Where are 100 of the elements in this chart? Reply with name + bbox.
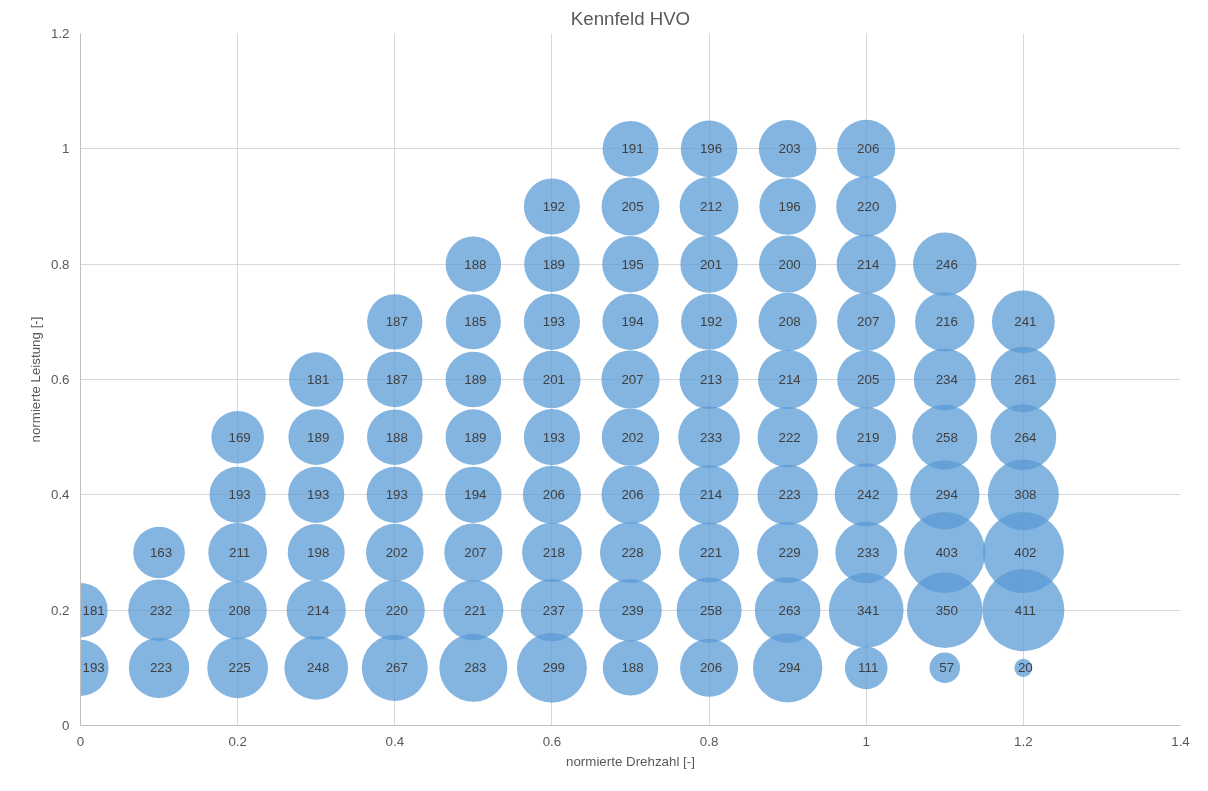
data-label: 207 — [464, 545, 487, 560]
data-label: 283 — [464, 660, 487, 676]
x-axis-title: normierte Drehzahl [-] — [566, 753, 695, 769]
data-label: 229 — [778, 545, 801, 560]
data-label: 169 — [228, 429, 251, 445]
data-label: 206 — [621, 487, 644, 503]
data-label: 212 — [699, 199, 723, 214]
data-label: 219 — [857, 429, 880, 445]
y-tick-label: 1 — [62, 141, 70, 157]
data-label: 228 — [621, 545, 644, 560]
x-tick-label: 1 — [862, 733, 870, 749]
data-label: 225 — [228, 660, 251, 676]
data-label: 294 — [778, 660, 802, 676]
data-label: 220 — [385, 602, 408, 618]
data-label: 350 — [935, 602, 958, 618]
data-label: 195 — [621, 256, 644, 272]
y-tick-label: 0.2 — [50, 602, 70, 618]
data-label: 203 — [778, 141, 801, 157]
chart-title: Kennfeld HVO — [570, 7, 691, 29]
data-label: 200 — [778, 256, 801, 272]
data-label: 202 — [621, 429, 644, 445]
data-label: 185 — [464, 314, 487, 330]
data-label: 196 — [778, 199, 801, 214]
data-label: 223 — [149, 660, 173, 676]
x-tick-label: 1.2 — [1014, 733, 1033, 749]
data-label: 216 — [935, 314, 958, 330]
data-label: 189 — [307, 429, 330, 445]
data-label: 233 — [699, 429, 723, 445]
data-label: 211 — [229, 545, 251, 560]
data-label: 194 — [621, 314, 645, 330]
data-label: 261 — [1014, 372, 1037, 387]
x-tick-label: 1.4 — [1171, 733, 1191, 749]
data-label: 214 — [699, 487, 723, 503]
data-label: 248 — [307, 660, 330, 676]
data-label: 214 — [778, 372, 802, 387]
data-label: 220 — [857, 199, 880, 214]
data-label: 294 — [935, 487, 959, 503]
data-label: 201 — [542, 372, 566, 387]
data-label: 218 — [542, 545, 566, 560]
data-label: 233 — [857, 545, 880, 560]
data-label: 193 — [542, 429, 566, 445]
data-label: 402 — [1014, 545, 1037, 560]
y-tick-label: 0.8 — [50, 256, 70, 272]
data-label: 242 — [857, 487, 880, 503]
data-label: 181 — [82, 602, 105, 618]
data-label: 234 — [935, 372, 959, 387]
data-label: 192 — [542, 199, 566, 214]
data-label: 205 — [857, 372, 880, 387]
data-label: 246 — [935, 256, 958, 272]
data-label: 193 — [307, 487, 330, 503]
data-label: 193 — [228, 487, 251, 503]
data-label: 263 — [778, 602, 801, 618]
data-label: 267 — [385, 660, 408, 676]
data-label: 241 — [1014, 314, 1037, 330]
data-label: 207 — [857, 314, 880, 330]
data-label: 188 — [621, 660, 644, 676]
y-tick-label: 0.6 — [50, 372, 70, 387]
data-label: 193 — [82, 660, 105, 676]
y-tick-label: 1.2 — [50, 26, 70, 41]
data-label: 187 — [385, 314, 408, 330]
y-tick-label: 0.4 — [50, 487, 71, 503]
data-label: 193 — [542, 314, 566, 330]
x-tick-label: 0 — [76, 733, 85, 749]
data-label: 194 — [464, 487, 488, 503]
data-label: 57 — [939, 660, 955, 676]
data-label: 258 — [935, 429, 958, 445]
data-label: 188 — [385, 429, 408, 445]
data-label: 214 — [307, 602, 330, 618]
data-label: 202 — [385, 545, 408, 560]
data-label: 163 — [149, 545, 173, 560]
data-label: 198 — [307, 545, 330, 560]
data-label: 214 — [857, 256, 880, 272]
data-label: 188 — [464, 256, 487, 272]
x-tick-label: 0.2 — [228, 733, 247, 749]
x-tick-label: 0.4 — [385, 733, 405, 749]
data-label: 208 — [228, 602, 251, 618]
data-label: 403 — [935, 545, 958, 560]
data-label: 189 — [464, 429, 487, 445]
data-label: 201 — [699, 256, 723, 272]
data-label: 20 — [1017, 660, 1033, 676]
data-label: 264 — [1014, 429, 1038, 445]
data-label: 222 — [778, 429, 801, 445]
data-label: 196 — [699, 141, 723, 157]
data-label: 341 — [857, 602, 880, 618]
data-label: 213 — [699, 372, 723, 387]
data-label: 206 — [857, 141, 880, 157]
data-label: 206 — [699, 660, 723, 676]
data-label: 208 — [778, 314, 801, 330]
x-tick-label: 0.8 — [699, 733, 719, 749]
data-label: 258 — [699, 602, 723, 618]
data-label: 308 — [1014, 487, 1037, 503]
data-label: 192 — [699, 314, 723, 330]
data-label: 189 — [464, 372, 487, 387]
y-tick-label: 0 — [62, 718, 70, 733]
data-label: 239 — [621, 602, 644, 618]
data-label: 191 — [621, 141, 644, 157]
data-label: 206 — [542, 487, 566, 503]
x-tick-label: 0.6 — [542, 733, 562, 749]
data-label: 223 — [778, 487, 801, 503]
data-label: 205 — [621, 199, 644, 214]
